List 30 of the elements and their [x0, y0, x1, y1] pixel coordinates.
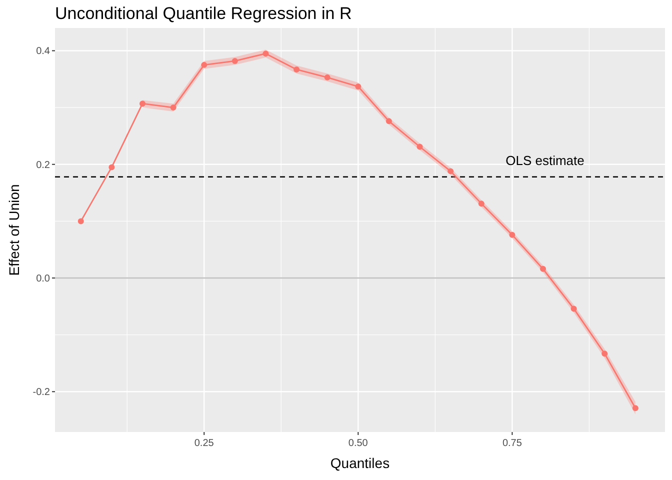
x-axis-title: Quantiles [330, 455, 390, 471]
point [201, 62, 208, 68]
y-tick-label: 0.0 [36, 274, 50, 285]
point [170, 104, 176, 111]
point [478, 200, 484, 207]
point [632, 405, 638, 412]
point [294, 66, 300, 72]
ref-line-label: OLS estimate [506, 152, 584, 168]
point [78, 218, 84, 224]
x-tick-label: 0.50 [348, 438, 368, 449]
y-axis-title: Effect of Union [6, 184, 22, 276]
point [570, 306, 577, 312]
x-tick-label: 0.75 [502, 438, 522, 449]
x-tick-label: 0.25 [194, 438, 214, 449]
point [232, 58, 238, 64]
y-tick-label: -0.2 [32, 387, 50, 398]
point [509, 232, 516, 238]
point [108, 164, 115, 170]
y-tick-label: 0.4 [36, 46, 50, 58]
chart-title: Unconditional Quantile Regression in R [55, 4, 352, 23]
point [602, 350, 608, 357]
point [386, 118, 392, 124]
y-tick-label: 0.2 [36, 160, 50, 171]
point [448, 168, 454, 174]
point [324, 74, 330, 80]
point [540, 266, 546, 272]
point [262, 50, 269, 57]
point [139, 100, 146, 107]
point [416, 144, 423, 150]
point [355, 84, 362, 90]
